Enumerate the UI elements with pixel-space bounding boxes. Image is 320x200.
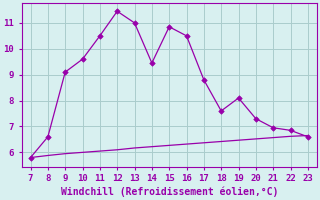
X-axis label: Windchill (Refroidissement éolien,°C): Windchill (Refroidissement éolien,°C) xyxy=(60,186,278,197)
